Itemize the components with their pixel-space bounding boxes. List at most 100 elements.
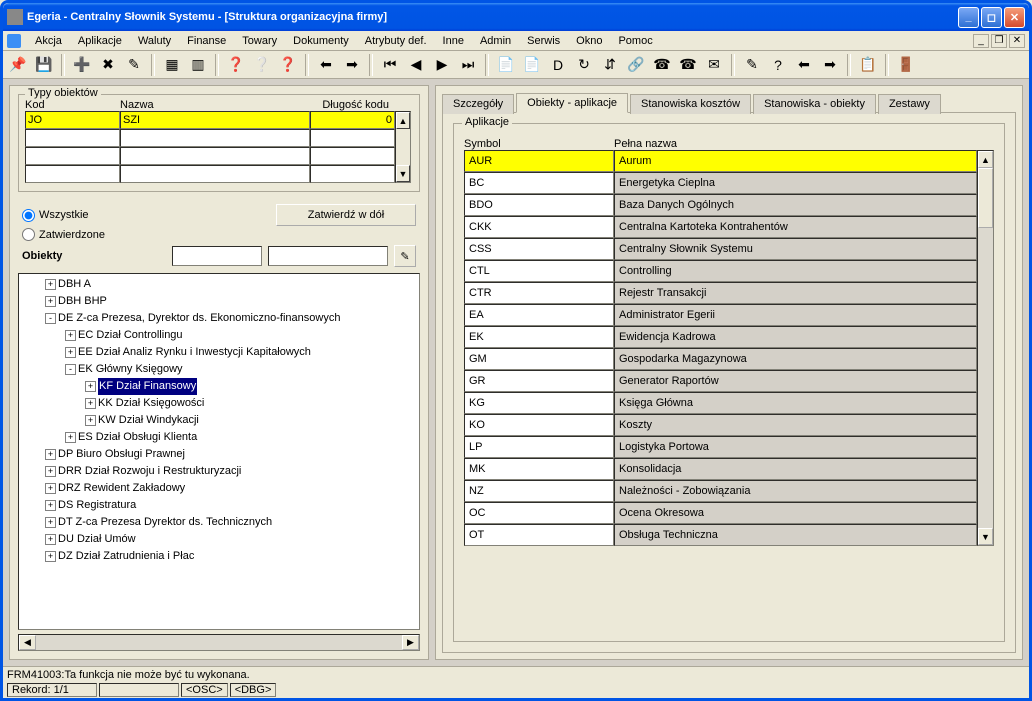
tree-node[interactable]: +DZ Dział Zatrudnienia i Płac	[21, 548, 417, 565]
toolbar-btn-3[interactable]: ➕	[71, 54, 93, 76]
app-symbol[interactable]: AUR	[464, 150, 614, 172]
toolbar-btn-25[interactable]: ↻	[573, 54, 595, 76]
tree-label[interactable]: DRZ Rewident Zakładowy	[58, 480, 185, 497]
tree-label[interactable]: DU Dział Umów	[58, 531, 136, 548]
toolbar-btn-28[interactable]: ☎	[651, 54, 673, 76]
menu-admin[interactable]: Admin	[472, 33, 519, 49]
app-name[interactable]: Księga Główna	[614, 392, 977, 414]
app-symbol[interactable]: BC	[464, 172, 614, 194]
app-name[interactable]: Konsolidacja	[614, 458, 977, 480]
toolbar-btn-14[interactable]: ⬅	[315, 54, 337, 76]
tree-label[interactable]: DBH BHP	[58, 293, 107, 310]
app-symbol[interactable]: CTL	[464, 260, 614, 282]
nazwa-input-2[interactable]	[120, 129, 310, 147]
app-row[interactable]: EAAdministrator Egerii	[464, 304, 977, 326]
app-row[interactable]: EKEwidencja Kadrowa	[464, 326, 977, 348]
scroll-right-icon[interactable]: ▶	[402, 635, 419, 650]
tab-0[interactable]: Szczegóły	[442, 94, 514, 114]
nazwa-input-1[interactable]	[120, 111, 310, 129]
app-symbol[interactable]: OT	[464, 524, 614, 546]
toolbar-btn-17[interactable]: ⏮	[379, 54, 401, 76]
tree-label[interactable]: DZ Dział Zatrudnienia i Płac	[58, 548, 194, 565]
toolbar-btn-33[interactable]: ?	[767, 54, 789, 76]
tree-node[interactable]: +DP Biuro Obsługi Prawnej	[21, 446, 417, 463]
menu-waluty[interactable]: Waluty	[130, 33, 179, 49]
toolbar-btn-8[interactable]: ▥	[187, 54, 209, 76]
menu-akcja[interactable]: Akcja	[27, 33, 70, 49]
filter-input-1[interactable]	[172, 246, 262, 266]
toolbar-btn-15[interactable]: ➡	[341, 54, 363, 76]
mdi-restore[interactable]: ❐	[991, 34, 1007, 48]
app-row[interactable]: AURAurum	[464, 150, 977, 172]
app-symbol[interactable]: EA	[464, 304, 614, 326]
tree-toggle-icon[interactable]: +	[45, 551, 56, 562]
app-symbol[interactable]: BDO	[464, 194, 614, 216]
app-symbol[interactable]: GM	[464, 348, 614, 370]
nazwa-input-3[interactable]	[120, 147, 310, 165]
tree-toggle-icon[interactable]: +	[85, 381, 96, 392]
app-symbol[interactable]: CSS	[464, 238, 614, 260]
tree-hscroll[interactable]: ◀ ▶	[18, 634, 420, 651]
tree-node[interactable]: +KK Dział Księgowości	[21, 395, 417, 412]
tab-1[interactable]: Obiekty - aplikacje	[516, 93, 628, 113]
tree-toggle-icon[interactable]: +	[45, 449, 56, 460]
tree-label[interactable]: DP Biuro Obsługi Prawnej	[58, 446, 185, 463]
tree-toggle-icon[interactable]: +	[45, 483, 56, 494]
app-symbol[interactable]: OC	[464, 502, 614, 524]
menu-atrybuty def.[interactable]: Atrybuty def.	[357, 33, 435, 49]
kod-input-1[interactable]	[25, 111, 120, 129]
app-row[interactable]: BCEnergetyka Cieplna	[464, 172, 977, 194]
toolbar-btn-34[interactable]: ⬅	[793, 54, 815, 76]
tree-label[interactable]: KW Dział Windykacji	[98, 412, 199, 429]
tree-label[interactable]: DT Z-ca Prezesa Dyrektor ds. Technicznyc…	[58, 514, 272, 531]
app-name[interactable]: Koszty	[614, 414, 977, 436]
tree-node[interactable]: +DBH A	[21, 276, 417, 293]
tree-label[interactable]: DE Z-ca Prezesa, Dyrektor ds. Ekonomiczn…	[58, 310, 340, 327]
toolbar-btn-11[interactable]: ❔	[251, 54, 273, 76]
tree-node[interactable]: +EC Dział Controllingu	[21, 327, 417, 344]
toolbar-btn-18[interactable]: ◀	[405, 54, 427, 76]
app-name[interactable]: Administrator Egerii	[614, 304, 977, 326]
app-row[interactable]: BDOBaza Danych Ogólnych	[464, 194, 977, 216]
tree-node[interactable]: +DRR Dział Rozwoju i Restrukturyzacji	[21, 463, 417, 480]
dlugosc-input-2[interactable]	[310, 129, 395, 147]
app-symbol[interactable]: MK	[464, 458, 614, 480]
toolbar-btn-12[interactable]: ❓	[277, 54, 299, 76]
tree-label[interactable]: KF Dział Finansowy	[98, 378, 197, 395]
radio-all[interactable]: Wszystkie	[22, 209, 89, 222]
app-name[interactable]: Gospodarka Magazynowa	[614, 348, 977, 370]
app-symbol[interactable]: CTR	[464, 282, 614, 304]
toolbar-btn-37[interactable]: 📋	[857, 54, 879, 76]
scroll-down-icon[interactable]: ▼	[396, 165, 410, 182]
tree-toggle-icon[interactable]: +	[85, 398, 96, 409]
app-name[interactable]: Aurum	[614, 150, 977, 172]
toolbar-btn-26[interactable]: ⇵	[599, 54, 621, 76]
menu-inne[interactable]: Inne	[435, 33, 472, 49]
app-symbol[interactable]: EK	[464, 326, 614, 348]
tree-label[interactable]: EK Główny Księgowy	[78, 361, 183, 378]
app-name[interactable]: Obsługa Techniczna	[614, 524, 977, 546]
dlugosc-input-1[interactable]	[310, 111, 395, 129]
nazwa-input-4[interactable]	[120, 165, 310, 183]
toolbar-btn-22[interactable]: 📄	[495, 54, 517, 76]
toolbar-btn-23[interactable]: 📄	[521, 54, 543, 76]
tab-4[interactable]: Zestawy	[878, 94, 941, 114]
tree-node[interactable]: +DBH BHP	[21, 293, 417, 310]
tree-toggle-icon[interactable]: -	[65, 364, 76, 375]
app-name[interactable]: Logistyka Portowa	[614, 436, 977, 458]
app-name[interactable]: Ewidencja Kadrowa	[614, 326, 977, 348]
mdi-close[interactable]: ✕	[1009, 34, 1025, 48]
app-row[interactable]: CSSCentralny Słownik Systemu	[464, 238, 977, 260]
types-scrollbar[interactable]: ▲ ▼	[395, 111, 411, 183]
tree-node[interactable]: -EK Główny Księgowy	[21, 361, 417, 378]
tree-toggle-icon[interactable]: +	[45, 279, 56, 290]
toolbar-btn-10[interactable]: ❓	[225, 54, 247, 76]
filter-tool-icon[interactable]: ✎	[394, 245, 416, 267]
apps-scroll-thumb[interactable]	[978, 168, 993, 228]
dlugosc-input-3[interactable]	[310, 147, 395, 165]
toolbar-btn-19[interactable]: ▶	[431, 54, 453, 76]
tree-toggle-icon[interactable]: -	[45, 313, 56, 324]
kod-input-2[interactable]	[25, 129, 120, 147]
tree-node[interactable]: +DRZ Rewident Zakładowy	[21, 480, 417, 497]
tree-toggle-icon[interactable]: +	[65, 330, 76, 341]
